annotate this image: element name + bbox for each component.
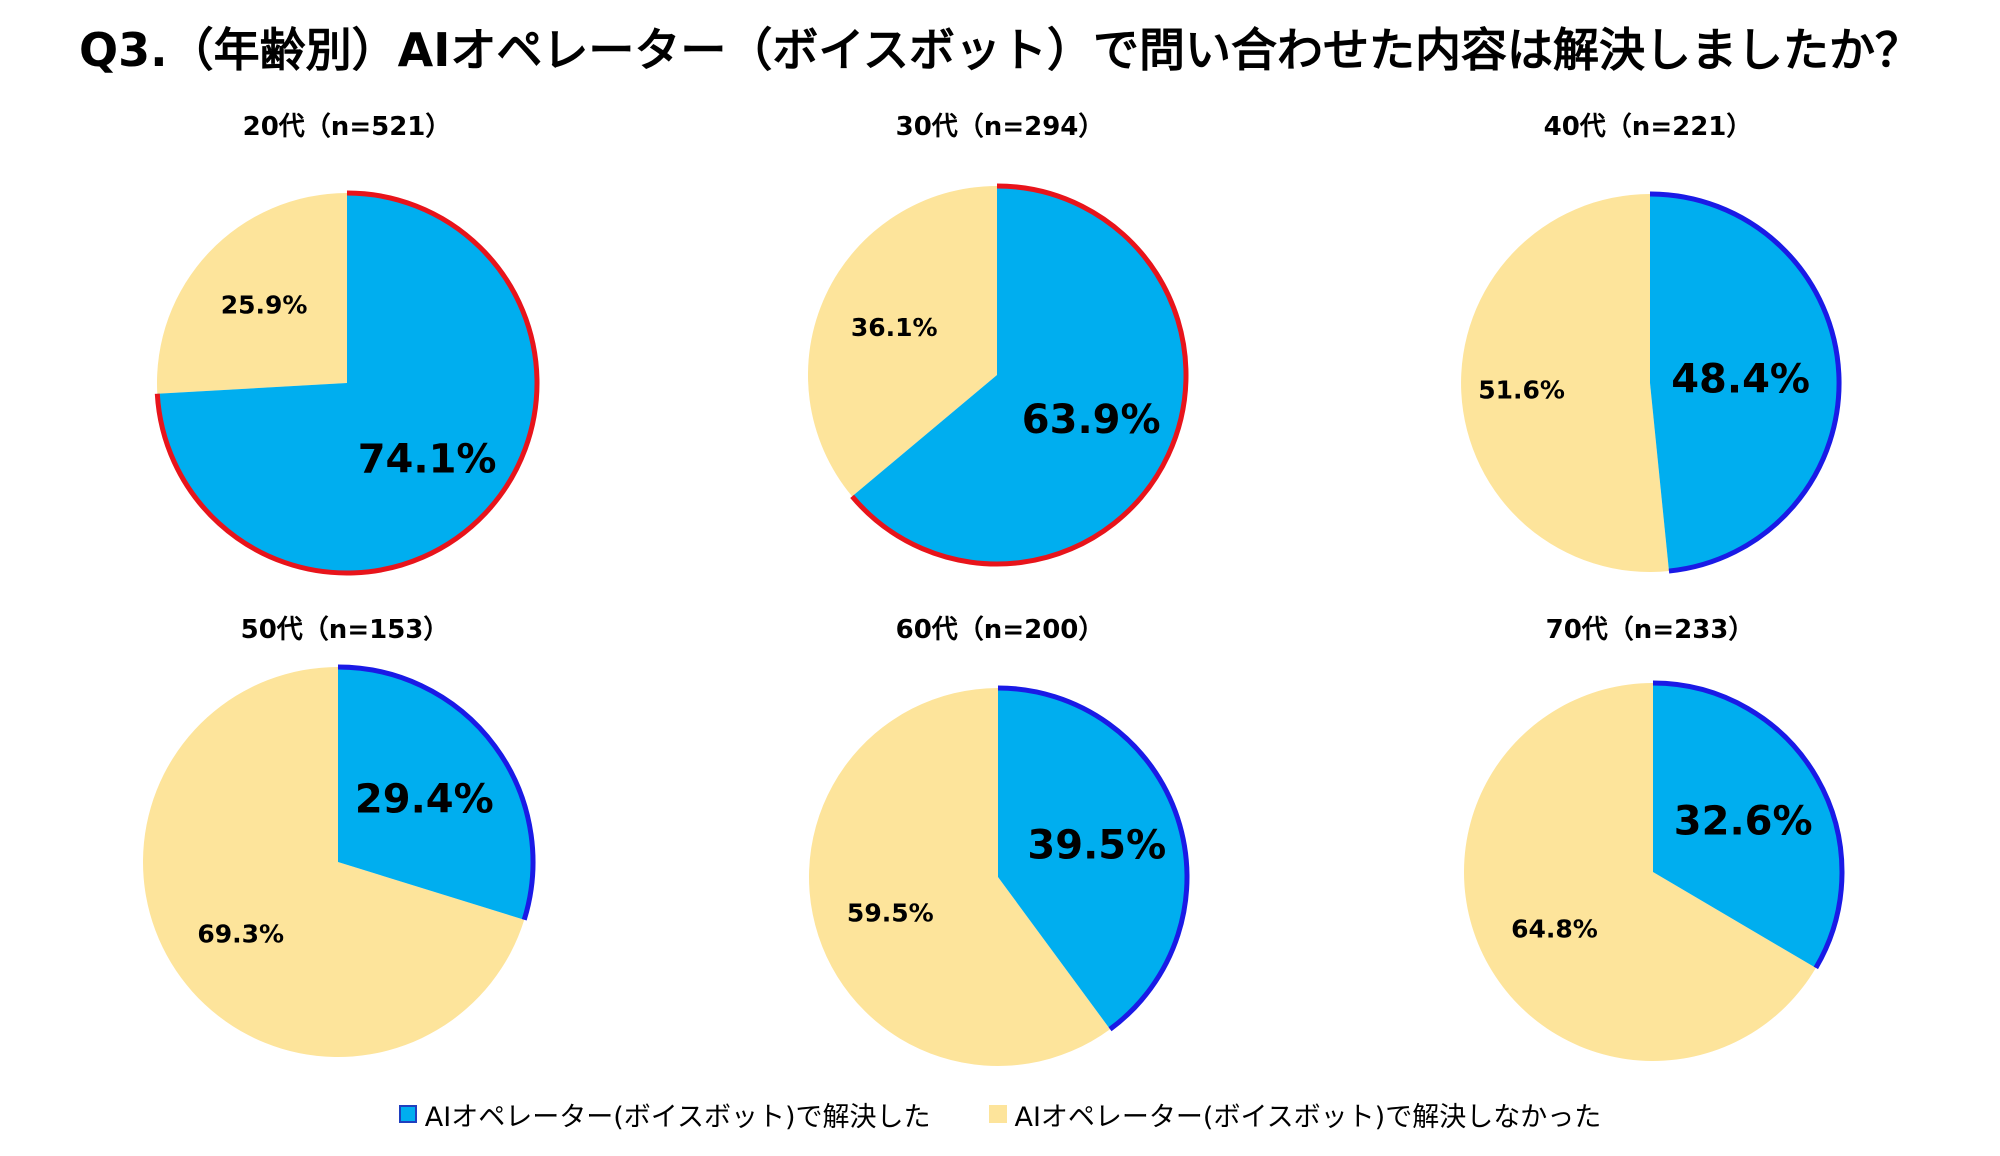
pie-highlight-outline <box>1649 191 1842 574</box>
pie-highlight-outline <box>1652 680 1845 970</box>
legend-label-resolved: AIオペレーター(ボイスボット)で解決した <box>424 1101 931 1133</box>
pie-label-resolved: 39.5% <box>1027 823 1166 869</box>
pie-title: 20代（n=521） <box>243 112 452 142</box>
pie-chart-5: 60代（n=200） 39.5% 59.5% <box>809 615 1190 1066</box>
pie-chart-2: 30代（n=294） 63.9% 36.1% <box>807 112 1189 567</box>
legend-swatch-unresolved <box>988 1105 1007 1123</box>
pie-label-unresolved: 69.3% <box>197 920 284 949</box>
pie-slice-resolved <box>1653 683 1842 968</box>
legend-item-unresolved: AIオペレーター(ボイスボット)で解決しなかった <box>988 1095 1602 1134</box>
pie-slice-resolved <box>157 193 537 573</box>
pie-label-resolved: 32.6% <box>1674 798 1813 844</box>
pie-highlight-outline <box>850 183 1189 567</box>
pie-highlight-outline <box>154 190 540 576</box>
pie-label-unresolved: 36.1% <box>851 313 938 342</box>
pie-highlight-outline <box>997 685 1190 1032</box>
pie-title: 60代（n=200） <box>896 615 1105 645</box>
pie-label-resolved: 29.4% <box>355 776 494 822</box>
pie-slice-unresolved <box>807 185 997 497</box>
pie-label-unresolved: 51.6% <box>1478 376 1565 405</box>
pie-label-unresolved: 64.8% <box>1511 914 1598 943</box>
pie-title: 30代（n=294） <box>896 112 1105 142</box>
pie-chart-6: 70代（n=233） 32.6% 64.8% <box>1463 615 1845 1062</box>
pie-slice-resolved <box>852 186 1186 564</box>
legend-label-unresolved: AIオペレーター(ボイスボット)で解決しなかった <box>1014 1101 1602 1133</box>
pie-chart-3: 40代（n=221） 48.4% 51.6% <box>1461 112 1842 574</box>
pie-title: 40代（n=221） <box>1544 112 1753 142</box>
pie-slice-resolved <box>998 688 1188 1030</box>
chart-title: Q3.（年齢別）AIオペレーター（ボイスボット）で問い合わせた内容は解決しました… <box>79 23 1921 77</box>
pie-label-resolved: 48.4% <box>1671 356 1810 402</box>
legend-item-resolved: AIオペレーター(ボイスボット)で解決した <box>398 1095 931 1134</box>
pie-title: 50代（n=153） <box>241 615 450 645</box>
pie-slice-resolved <box>1650 193 1840 572</box>
pie-label-unresolved: 59.5% <box>847 898 934 927</box>
pie-slice-unresolved <box>809 688 1111 1066</box>
pie-slice-unresolved <box>1463 683 1816 1062</box>
pie-chart-1: 20代（n=521） 74.1% 25.9% <box>154 112 540 576</box>
pie-slice-unresolved <box>156 193 347 394</box>
pie-slice-resolved <box>338 667 533 920</box>
pie-title: 70代（n=233） <box>1546 615 1755 645</box>
legend: AIオペレーター(ボイスボット)で解決した AIオペレーター(ボイスボット)で解… <box>0 1094 2000 1134</box>
pie-highlight-outline <box>337 664 536 921</box>
legend-swatch-resolved <box>398 1105 417 1123</box>
pie-label-unresolved: 25.9% <box>221 291 308 320</box>
pie-label-resolved: 74.1% <box>358 437 497 483</box>
pie-label-resolved: 63.9% <box>1022 397 1161 443</box>
pie-chart-4: 50代（n=153） 29.4% 69.3% <box>142 615 536 1057</box>
pie-slice-unresolved <box>1461 194 1669 573</box>
pie-slice-unresolved <box>142 666 525 1057</box>
